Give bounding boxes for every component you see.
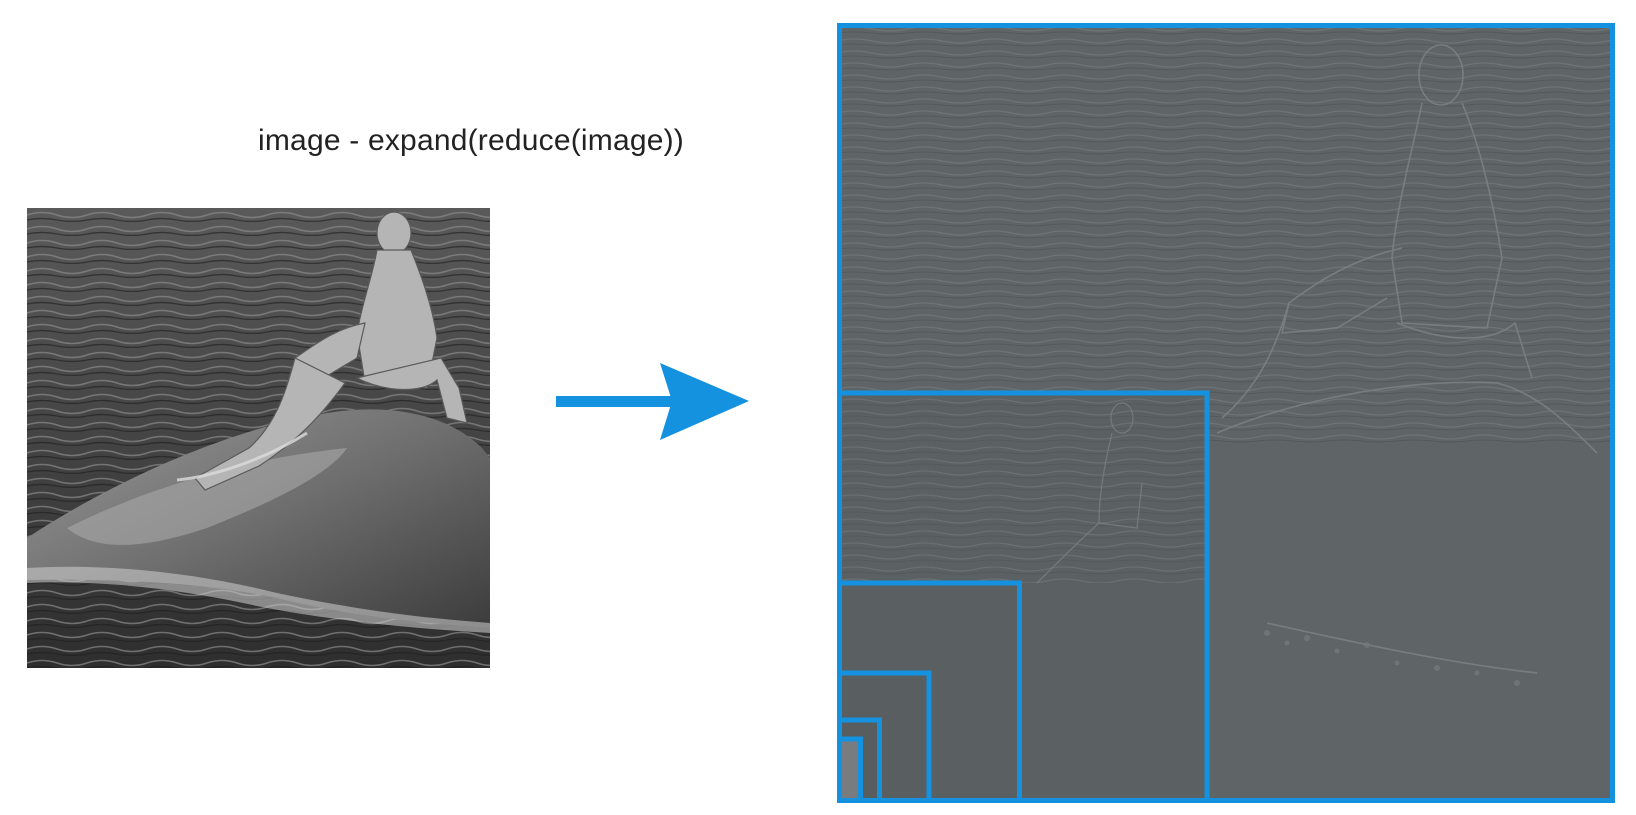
residual-edges [1216,44,1598,674]
pyramid-level-6-frame [837,736,863,803]
formula-caption: image - expand(reduce(image)) [258,124,684,157]
right-arrow-icon [556,363,749,440]
source-image [27,208,490,668]
laplacian-pyramid [837,23,1615,803]
rock-texture [1264,630,1520,686]
statue [194,211,468,491]
